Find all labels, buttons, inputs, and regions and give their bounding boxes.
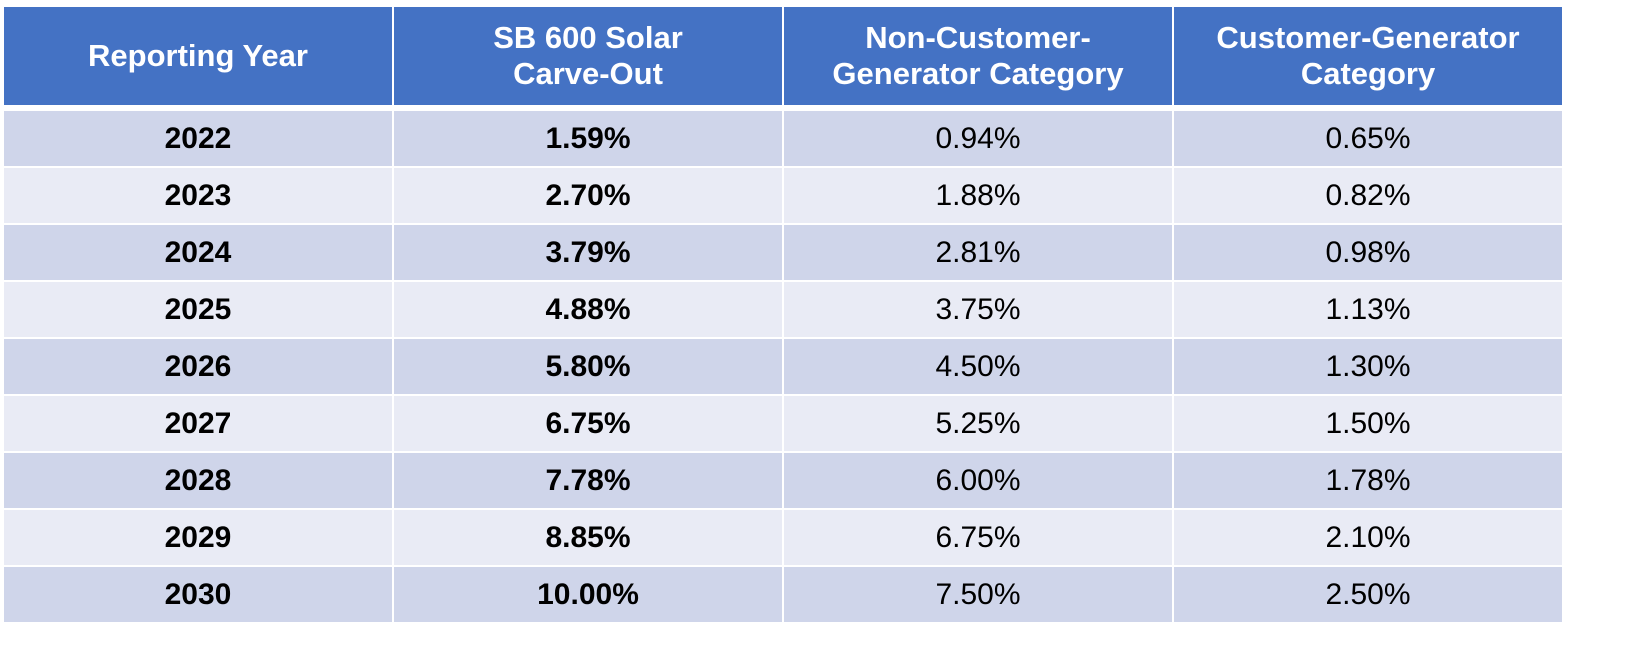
cell-reporting-year: 2030: [2, 565, 394, 624]
header-customer-generator: Customer-Generator Category: [1172, 5, 1564, 111]
cell-reporting-year: 2025: [2, 280, 394, 339]
header-line: Non-Customer-: [865, 20, 1091, 55]
cell-customer-generator: 2.10%: [1172, 508, 1564, 567]
cell-customer-generator: 2.50%: [1172, 565, 1564, 624]
table-row: 2027 6.75% 5.25% 1.50%: [2, 394, 1564, 453]
header-line: Carve-Out: [513, 56, 663, 91]
cell-non-customer-generator: 6.75%: [782, 508, 1174, 567]
cell-sb600-solar-carve-out: 10.00%: [392, 565, 784, 624]
cell-sb600-solar-carve-out: 8.85%: [392, 508, 784, 567]
table-row: 2023 2.70% 1.88% 0.82%: [2, 166, 1564, 225]
table-row: 2026 5.80% 4.50% 1.30%: [2, 337, 1564, 396]
cell-customer-generator: 1.13%: [1172, 280, 1564, 339]
cell-non-customer-generator: 1.88%: [782, 166, 1174, 225]
cell-non-customer-generator: 2.81%: [782, 223, 1174, 282]
table-row: 2029 8.85% 6.75% 2.10%: [2, 508, 1564, 567]
table-row: 2024 3.79% 2.81% 0.98%: [2, 223, 1564, 282]
header-row: Reporting Year SB 600 Solar Carve-Out Non-C…: [2, 5, 1564, 111]
rps-requirements-table: Reporting Year SB 600 Solar Carve-Out Non-C…: [2, 5, 1564, 624]
cell-non-customer-generator: 3.75%: [782, 280, 1174, 339]
cell-customer-generator: 1.78%: [1172, 451, 1564, 510]
cell-reporting-year: 2028: [2, 451, 394, 510]
cell-non-customer-generator: 5.25%: [782, 394, 1174, 453]
cell-customer-generator: 0.65%: [1172, 107, 1564, 168]
cell-reporting-year: 2023: [2, 166, 394, 225]
header-line: SB 600 Solar: [493, 20, 683, 55]
cell-sb600-solar-carve-out: 6.75%: [392, 394, 784, 453]
table-row: 2025 4.88% 3.75% 1.13%: [2, 280, 1564, 339]
table-row: 2028 7.78% 6.00% 1.78%: [2, 451, 1564, 510]
cell-reporting-year: 2029: [2, 508, 394, 567]
cell-non-customer-generator: 0.94%: [782, 107, 1174, 168]
cell-sb600-solar-carve-out: 5.80%: [392, 337, 784, 396]
table-row: 2030 10.00% 7.50% 2.50%: [2, 565, 1564, 624]
cell-non-customer-generator: 7.50%: [782, 565, 1174, 624]
header-line: Reporting Year: [88, 38, 308, 73]
header-non-customer-generator: Non-Customer- Generator Category: [782, 5, 1174, 111]
cell-sb600-solar-carve-out: 1.59%: [392, 107, 784, 168]
header-line: Category: [1300, 56, 1436, 91]
cell-sb600-solar-carve-out: 7.78%: [392, 451, 784, 510]
cell-reporting-year: 2026: [2, 337, 394, 396]
cell-non-customer-generator: 4.50%: [782, 337, 1174, 396]
header-line: Customer-Generator: [1216, 20, 1520, 55]
cell-customer-generator: 1.50%: [1172, 394, 1564, 453]
header-line: Generator Category: [832, 56, 1124, 91]
cell-reporting-year: 2024: [2, 223, 394, 282]
cell-sb600-solar-carve-out: 3.79%: [392, 223, 784, 282]
table-row: 2022 1.59% 0.94% 0.65%: [2, 107, 1564, 168]
cell-non-customer-generator: 6.00%: [782, 451, 1174, 510]
cell-sb600-solar-carve-out: 2.70%: [392, 166, 784, 225]
cell-reporting-year: 2027: [2, 394, 394, 453]
cell-customer-generator: 0.98%: [1172, 223, 1564, 282]
cell-reporting-year: 2022: [2, 107, 394, 168]
header-sb600-solar-carve-out: SB 600 Solar Carve-Out: [392, 5, 784, 111]
cell-sb600-solar-carve-out: 4.88%: [392, 280, 784, 339]
header-reporting-year: Reporting Year: [2, 5, 394, 111]
cell-customer-generator: 1.30%: [1172, 337, 1564, 396]
cell-customer-generator: 0.82%: [1172, 166, 1564, 225]
